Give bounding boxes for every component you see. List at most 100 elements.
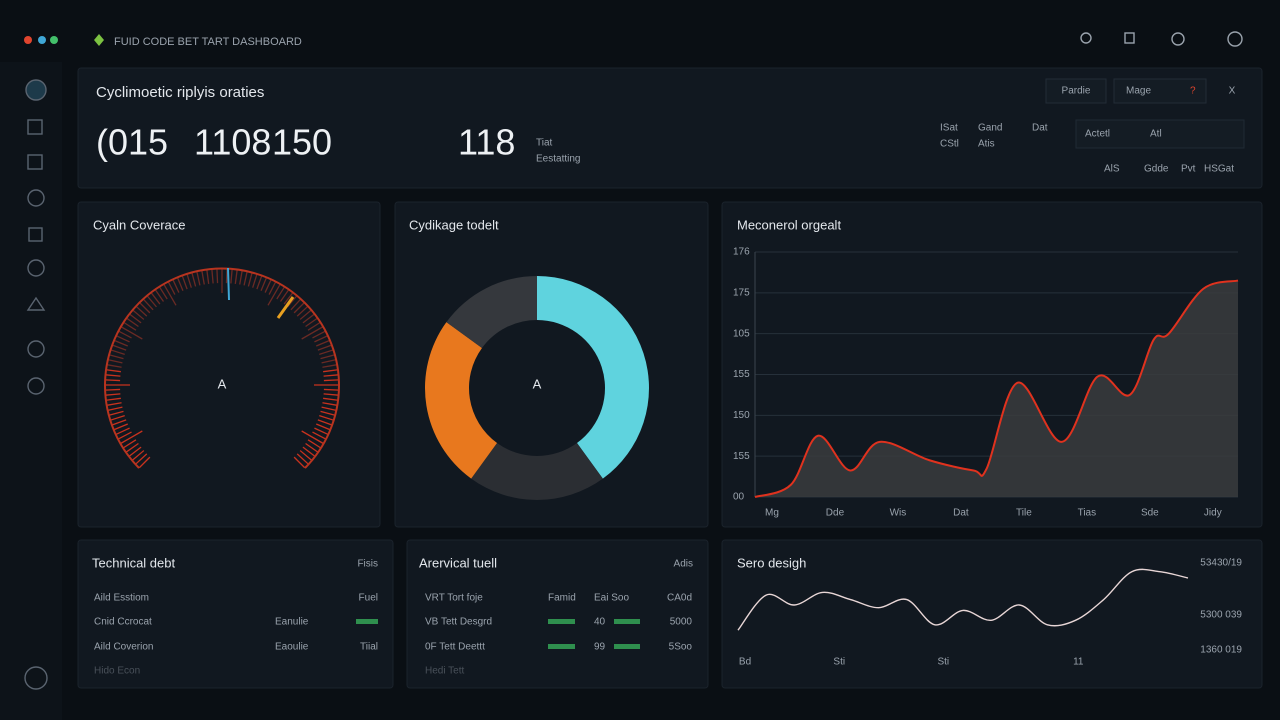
donut-slice <box>537 276 650 479</box>
toolbar <box>1080 31 1243 47</box>
gauge-tick <box>125 317 139 328</box>
doc-icon[interactable] <box>1124 32 1135 44</box>
gauge-tick <box>314 427 329 436</box>
gauge-tick <box>296 453 309 465</box>
cell: Hido Econ <box>94 666 140 677</box>
gauge-tick <box>135 305 148 317</box>
profile-icon[interactable] <box>24 666 48 690</box>
gauge-tick <box>264 278 273 293</box>
gauge-tick <box>196 270 201 286</box>
donut-slice <box>471 443 603 501</box>
nav-icon[interactable] <box>26 296 46 311</box>
clock-icon[interactable] <box>1171 32 1185 46</box>
gauge-tick <box>320 354 336 360</box>
nav-icon[interactable] <box>27 340 45 358</box>
nav-icon[interactable] <box>25 79 47 101</box>
status-bar <box>614 619 640 624</box>
nav-icon[interactable] <box>27 377 45 395</box>
cell: 5000 <box>670 617 693 628</box>
tab-bar <box>1075 119 1245 149</box>
status-bar <box>614 644 640 649</box>
badge: Fisis <box>357 559 378 570</box>
x-tick-label: Bd <box>739 657 751 668</box>
x-tick-label: Sti <box>833 657 845 668</box>
x-tick-label: Sde <box>1141 508 1159 519</box>
gauge-tick <box>186 273 192 288</box>
arch-panel <box>406 539 709 689</box>
gauge-tick <box>167 280 176 295</box>
trend-panel <box>721 539 1263 689</box>
gauge-tick <box>314 334 329 343</box>
gauge-tick <box>150 291 161 305</box>
y-tick-label: 155 <box>733 451 750 462</box>
gauge-tick <box>317 344 333 351</box>
search-icon[interactable] <box>1080 32 1092 44</box>
gauge-tick <box>321 359 337 364</box>
close[interactable]: X <box>1229 86 1236 97</box>
select-label[interactable]: Mage <box>1126 86 1151 97</box>
gauge-tick <box>162 283 177 306</box>
gauge-tick <box>323 388 339 391</box>
gauge-tick <box>128 446 142 457</box>
logo <box>24 34 104 46</box>
meta: Dat <box>1032 123 1048 134</box>
gauge-tick <box>107 406 123 411</box>
gauge-tick <box>323 397 339 401</box>
gauge-arc <box>104 267 340 469</box>
nav-icon[interactable] <box>27 189 45 207</box>
gauge-tick <box>107 359 123 364</box>
gauge-tick <box>206 268 210 284</box>
meta: Gand <box>978 123 1002 134</box>
gauge-tick <box>301 325 324 340</box>
cell: 99 <box>594 642 606 653</box>
y-tick-label: 175 <box>733 287 750 298</box>
gauge-tick <box>260 276 268 292</box>
nav-icon[interactable] <box>27 119 43 135</box>
cell: Fuel <box>359 593 378 604</box>
link[interactable]: AlS <box>1104 164 1120 175</box>
gauge-tick <box>287 294 298 308</box>
y-tick-label: 105 <box>733 328 750 339</box>
user-icon[interactable] <box>1227 31 1243 47</box>
link[interactable]: Pvt <box>1181 164 1196 175</box>
gauge-tick <box>108 354 124 360</box>
donut <box>425 276 650 501</box>
nav-icon[interactable] <box>27 259 45 277</box>
tab[interactable]: Actetl <box>1085 129 1110 140</box>
gauge-tick <box>154 288 165 302</box>
gauge-tick <box>117 431 132 440</box>
y-tick-label: 5300 039 <box>1200 610 1242 621</box>
gauge-tick <box>267 283 282 306</box>
gauge-tick <box>290 298 302 311</box>
gauge-tick <box>312 431 327 440</box>
button[interactable] <box>1045 78 1107 104</box>
gauge-tick <box>117 330 132 339</box>
nav-icon[interactable] <box>28 227 43 242</box>
link[interactable]: Gdde <box>1144 164 1169 175</box>
x-tick-label: Wis <box>890 508 907 519</box>
y-tick-label: 1360 019 <box>1200 645 1242 656</box>
gauge-tick <box>135 453 148 465</box>
donut-center: A <box>533 376 542 391</box>
gauge-tick <box>293 301 306 314</box>
nav-icon[interactable] <box>27 154 43 170</box>
gauge-tick <box>146 294 157 308</box>
button-label[interactable]: Pardie <box>1062 86 1091 97</box>
gauge-tick <box>115 427 130 436</box>
gauge-tick <box>305 442 319 453</box>
gauge-tick <box>225 268 228 284</box>
gauge-tick <box>142 298 154 311</box>
gauge-tick <box>293 456 306 469</box>
gauge-tick <box>317 419 333 426</box>
panel-title: Cyclimoetic riplyis oraties <box>96 84 264 101</box>
tab[interactable]: Atl <box>1150 129 1162 140</box>
line-chart: 1360 019 5300 039 53430/19 Bd Sti Sti 11 <box>737 557 1242 668</box>
cell: 5Soo <box>669 642 693 653</box>
select[interactable] <box>1113 78 1207 104</box>
y-tick-label: 53430/19 <box>1200 557 1242 568</box>
link[interactable]: HSGat <box>1204 164 1234 175</box>
gauge-tick <box>105 374 121 377</box>
gauge-center: A <box>218 376 227 391</box>
gauge-tick <box>301 430 324 445</box>
help[interactable]: ? <box>1190 86 1196 97</box>
